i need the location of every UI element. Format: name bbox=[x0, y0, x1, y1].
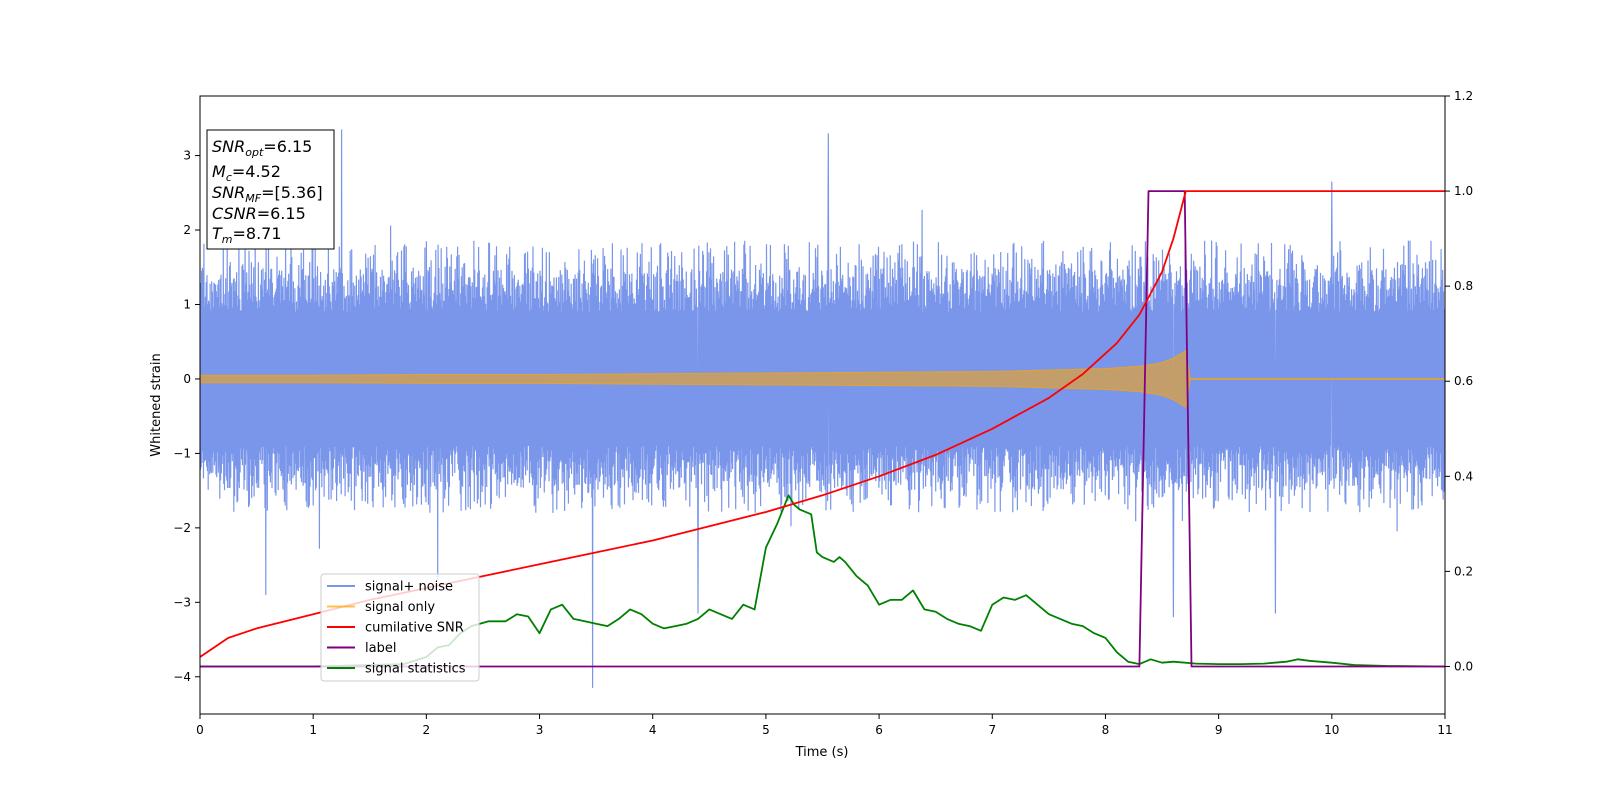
y-tick-label: −2 bbox=[173, 521, 191, 535]
y-tick-label: 3 bbox=[183, 149, 191, 163]
legend-box bbox=[320, 573, 480, 682]
y2-tick-label: 0.0 bbox=[1454, 659, 1473, 673]
signal-layer bbox=[200, 349, 1445, 409]
y2-tick-label: 1.0 bbox=[1454, 184, 1473, 198]
series-label bbox=[200, 190, 1445, 668]
legend: signal+ noise signal only cumilative SNR la… bbox=[320, 573, 480, 682]
y2-tick-label: 0.2 bbox=[1454, 564, 1473, 578]
y-tick-label: −4 bbox=[173, 670, 191, 684]
y-axis-label: Whitened strain bbox=[149, 353, 164, 456]
y2-tick-label: 1.2 bbox=[1454, 89, 1473, 103]
x-tick-label: 9 bbox=[1215, 723, 1223, 737]
y-tick-label: 1 bbox=[183, 297, 191, 311]
series-signal-noise bbox=[200, 129, 1445, 688]
y-tick-label: 0 bbox=[183, 372, 191, 386]
x-tick-label: 7 bbox=[988, 723, 996, 737]
legend-label: label bbox=[365, 641, 396, 656]
legend-label: cumilative SNR bbox=[365, 621, 464, 636]
annotation-snr-opt: SNRopt=6.15 bbox=[212, 137, 312, 159]
y-tick-label: −3 bbox=[173, 595, 191, 609]
x-tick-label: 4 bbox=[649, 723, 657, 737]
x-tick-label: 1 bbox=[309, 723, 317, 737]
x-tick-label: 3 bbox=[536, 723, 544, 737]
annotation-snr-mf: SNRMF=[5.36] bbox=[212, 183, 323, 205]
annotation-mc: Mc=4.52 bbox=[212, 162, 281, 184]
x-tick-label: 2 bbox=[423, 723, 431, 737]
annotation-csnr: CSNR=6.15 bbox=[212, 204, 306, 223]
annotation-tm: Tm=8.71 bbox=[212, 224, 282, 246]
legend-label: signal+ noise bbox=[365, 580, 453, 595]
series-signal-statistics bbox=[200, 494, 1445, 668]
y-tick-label: −1 bbox=[173, 446, 191, 460]
legend-label: signal statistics bbox=[365, 662, 466, 677]
annotation-box: SNRopt=6.15 Mc=4.52 SNRMF=[5.36] CSNR=6.… bbox=[206, 129, 335, 250]
y2-tick-label: 0.6 bbox=[1454, 374, 1473, 388]
x-tick-label: 5 bbox=[762, 723, 770, 737]
x-axis-label: Time (s) bbox=[795, 745, 849, 760]
x-tick-label: 11 bbox=[1437, 723, 1452, 737]
x-tick-label: 0 bbox=[196, 723, 204, 737]
y-tick-label: 2 bbox=[183, 223, 191, 237]
noise-layer bbox=[200, 129, 1445, 688]
x-tick-label: 8 bbox=[1102, 723, 1110, 737]
y2-tick-label: 0.4 bbox=[1454, 469, 1473, 483]
x-tick-label: 6 bbox=[875, 723, 883, 737]
axes-layer: 0 1 2 3 4 5 6 7 8 9 10 11 −4 −3 −2 −1 0 1 2 3 0.0 0.2 0.4 0.6 0.… bbox=[173, 89, 1473, 737]
x-tick-label: 10 bbox=[1324, 723, 1339, 737]
y2-tick-label: 0.8 bbox=[1454, 279, 1473, 293]
legend-label: signal only bbox=[365, 600, 435, 615]
plot-frame bbox=[199, 95, 1446, 715]
